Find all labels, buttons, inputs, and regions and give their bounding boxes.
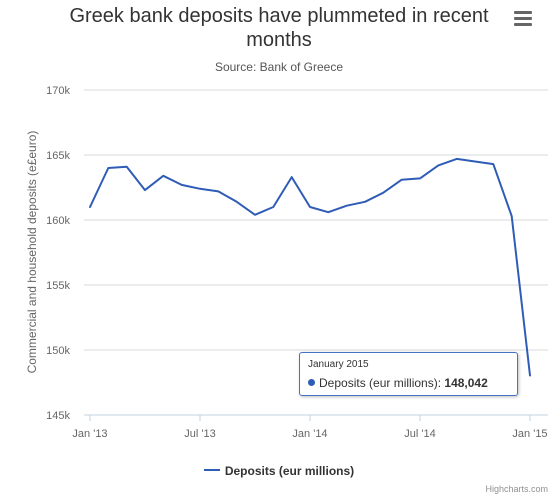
- data-point[interactable]: [269, 203, 277, 211]
- y-tick-labels: 145k 150k 155k 160k 165k 170k: [46, 85, 70, 422]
- data-point[interactable]: [343, 202, 351, 210]
- data-point[interactable]: [123, 163, 131, 171]
- tooltip-series-marker: [308, 379, 315, 386]
- x-axis: Jan '13 Jul '13 Jan '14 Jul '14 Jan '15: [72, 414, 548, 440]
- tooltip-series-name: Deposits (eur millions):: [319, 376, 442, 390]
- x-tick-label: Jul '13: [184, 428, 215, 440]
- series-line[interactable]: [89, 157, 531, 377]
- data-point[interactable]: [508, 212, 516, 220]
- data-point[interactable]: [453, 155, 461, 163]
- y-tick-label: 170k: [46, 85, 70, 97]
- data-point[interactable]: [416, 174, 424, 182]
- legend-item-deposits[interactable]: Deposits (eur millions): [224, 464, 355, 478]
- credits-link[interactable]: Highcharts.com: [485, 484, 548, 494]
- data-point[interactable]: [434, 161, 442, 169]
- data-point[interactable]: [178, 181, 186, 189]
- data-point[interactable]: [196, 185, 204, 193]
- data-point[interactable]: [141, 186, 149, 194]
- x-tick-label: Jul '14: [404, 428, 435, 440]
- y-tick-label: 155k: [46, 280, 70, 292]
- y-tick-label: 165k: [46, 150, 70, 162]
- data-point[interactable]: [214, 187, 222, 195]
- y-tick-label: 150k: [46, 345, 70, 357]
- tooltip-value: 148,042: [444, 376, 488, 390]
- legend[interactable]: Deposits (eur millions): [0, 464, 558, 478]
- chart-title: Greek bank deposits have plummeted in re…: [69, 5, 489, 51]
- tooltip-date: January 2015: [308, 359, 369, 370]
- data-point[interactable]: [324, 208, 332, 216]
- data-point[interactable]: [379, 189, 387, 197]
- legend-swatch: [203, 469, 220, 471]
- chart-subtitle: Source: Bank of Greece: [214, 60, 344, 74]
- x-tick-label: Jan '15: [512, 428, 547, 440]
- data-point[interactable]: [398, 176, 406, 184]
- data-point[interactable]: [489, 160, 497, 168]
- data-point[interactable]: [306, 203, 314, 211]
- series-deposits: [86, 155, 534, 379]
- data-point[interactable]: [233, 198, 241, 206]
- data-point[interactable]: [251, 211, 259, 219]
- data-point[interactable]: [159, 172, 167, 180]
- tooltip: January 2015 Deposits (eur millions): 14…: [299, 352, 518, 396]
- hamburger-menu-icon[interactable]: [514, 11, 532, 26]
- y-tick-label: 160k: [46, 215, 70, 227]
- x-tick-label: Jan '14: [292, 428, 327, 440]
- data-point[interactable]: [288, 173, 296, 181]
- data-point[interactable]: [471, 158, 479, 166]
- data-point[interactable]: [86, 203, 94, 211]
- data-point[interactable]: [104, 164, 112, 172]
- y-tick-label: 145k: [46, 410, 70, 422]
- data-point[interactable]: [526, 371, 534, 379]
- x-tick-label: Jan '13: [72, 428, 107, 440]
- data-point[interactable]: [361, 198, 369, 206]
